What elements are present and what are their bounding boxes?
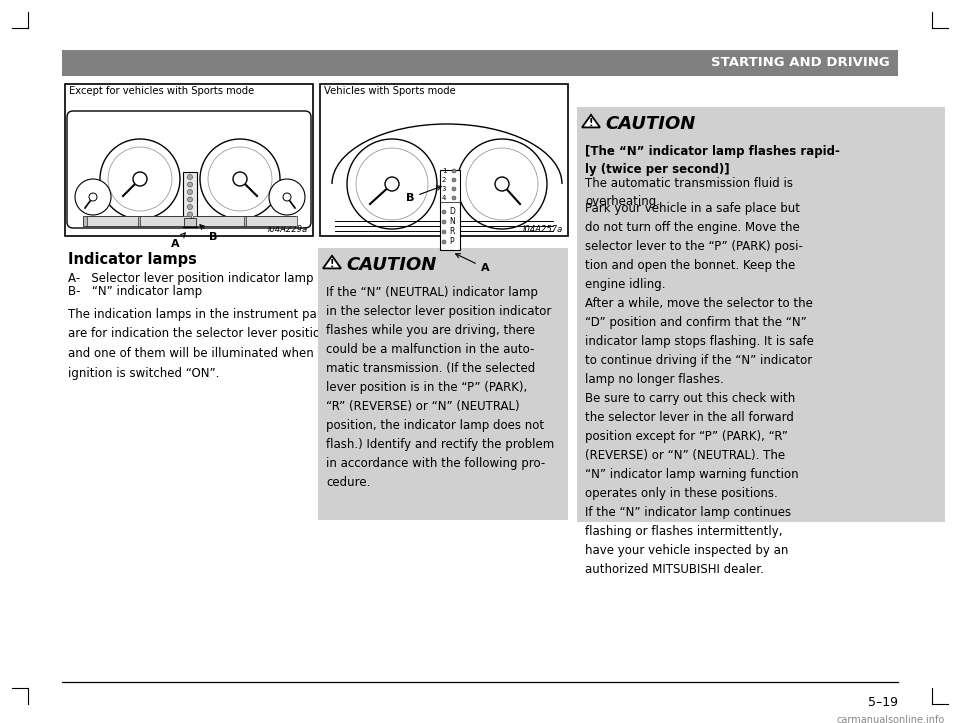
- Circle shape: [187, 212, 193, 217]
- Text: !: !: [588, 118, 593, 128]
- Text: A: A: [456, 254, 490, 273]
- Text: 1: 1: [442, 168, 446, 174]
- Circle shape: [442, 230, 446, 234]
- Text: 2: 2: [442, 177, 446, 183]
- Text: Indicator lamps: Indicator lamps: [68, 252, 197, 267]
- Circle shape: [208, 147, 272, 211]
- Circle shape: [89, 193, 97, 201]
- Text: The automatic transmission fluid is
overheating.: The automatic transmission fluid is over…: [585, 177, 793, 208]
- Text: B-   “N” indicator lamp: B- “N” indicator lamp: [68, 285, 203, 298]
- Circle shape: [108, 147, 172, 211]
- Bar: [577, 107, 945, 522]
- Circle shape: [452, 178, 456, 182]
- Circle shape: [385, 177, 399, 191]
- Bar: [320, 84, 568, 236]
- Text: I04A257a: I04A257a: [523, 225, 563, 234]
- Text: Vehicles with Sports mode: Vehicles with Sports mode: [324, 86, 456, 96]
- Text: [The “N” indicator lamp flashes rapid-
ly (twice per second)]: [The “N” indicator lamp flashes rapid- l…: [585, 145, 840, 176]
- Circle shape: [187, 174, 193, 179]
- Text: Except for vehicles with Sports mode: Except for vehicles with Sports mode: [69, 86, 254, 96]
- Circle shape: [75, 179, 111, 215]
- Circle shape: [200, 139, 280, 219]
- Bar: [318, 248, 568, 520]
- Bar: [193, 216, 244, 226]
- Text: 5–19: 5–19: [868, 696, 898, 709]
- Bar: [440, 170, 460, 250]
- Circle shape: [452, 196, 456, 200]
- Circle shape: [442, 240, 446, 244]
- Bar: [83, 216, 295, 226]
- Circle shape: [187, 205, 193, 210]
- Bar: [62, 50, 898, 76]
- Text: CAUTION: CAUTION: [346, 256, 437, 274]
- Text: A: A: [171, 233, 185, 249]
- Text: CAUTION: CAUTION: [605, 115, 695, 133]
- Bar: [65, 84, 313, 236]
- Circle shape: [283, 193, 291, 201]
- FancyBboxPatch shape: [67, 111, 311, 228]
- Bar: [183, 172, 197, 227]
- Circle shape: [466, 148, 538, 220]
- Polygon shape: [582, 115, 600, 127]
- Text: I04A229a: I04A229a: [268, 225, 308, 234]
- Bar: [246, 216, 297, 226]
- Text: P: P: [449, 237, 454, 247]
- Text: !: !: [329, 259, 334, 269]
- Circle shape: [187, 189, 193, 194]
- Text: B: B: [200, 225, 217, 242]
- Circle shape: [452, 187, 456, 191]
- Text: B: B: [406, 186, 442, 203]
- Circle shape: [187, 182, 193, 187]
- Circle shape: [442, 210, 446, 214]
- Circle shape: [356, 148, 428, 220]
- Text: Park your vehicle in a safe place but
do not turn off the engine. Move the
selec: Park your vehicle in a safe place but do…: [585, 202, 814, 576]
- Circle shape: [187, 220, 193, 225]
- Circle shape: [133, 172, 147, 186]
- Text: STARTING AND DRIVING: STARTING AND DRIVING: [711, 56, 890, 69]
- Text: 3: 3: [442, 186, 446, 192]
- Text: A-   Selector lever position indicator lamp: A- Selector lever position indicator lam…: [68, 272, 314, 285]
- Text: The indication lamps in the instrument panel
are for indication the selector lev: The indication lamps in the instrument p…: [68, 308, 337, 380]
- Text: 4: 4: [442, 195, 446, 201]
- Text: N: N: [449, 218, 455, 226]
- Circle shape: [347, 139, 437, 229]
- Circle shape: [100, 139, 180, 219]
- Bar: [184, 218, 196, 226]
- Circle shape: [457, 139, 547, 229]
- Circle shape: [442, 220, 446, 224]
- Polygon shape: [323, 256, 341, 268]
- Circle shape: [233, 172, 247, 186]
- Bar: [140, 216, 191, 226]
- Text: R: R: [449, 228, 455, 236]
- Text: carmanualsonline.info: carmanualsonline.info: [837, 715, 945, 723]
- Bar: [87, 216, 138, 226]
- Circle shape: [269, 179, 305, 215]
- Circle shape: [495, 177, 509, 191]
- Text: If the “N” (NEUTRAL) indicator lamp
in the selector lever position indicator
fla: If the “N” (NEUTRAL) indicator lamp in t…: [326, 286, 554, 489]
- Text: D: D: [449, 208, 455, 216]
- Circle shape: [187, 197, 193, 202]
- Circle shape: [452, 169, 456, 173]
